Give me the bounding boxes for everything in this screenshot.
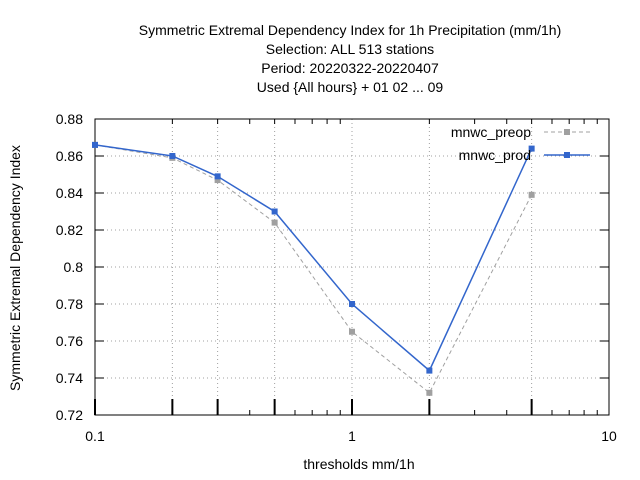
grid [95, 119, 609, 415]
y-tick-label: 0.88 [56, 111, 83, 127]
y-tick-label: 0.74 [56, 370, 83, 386]
legend: mnwc_preop mnwc_prod [451, 124, 590, 163]
title-line: Period: 20220322-20220407 [261, 60, 439, 76]
data-point-mnwc_prod [271, 208, 278, 215]
y-tick-label: 0.78 [56, 296, 83, 312]
y-tick-label: 0.76 [56, 333, 83, 349]
data-point-mnwc_prod [426, 367, 433, 374]
series [92, 141, 535, 396]
y-tick-label: 0.72 [56, 407, 83, 423]
legend-label-mnwc_prod: mnwc_prod [459, 147, 531, 163]
data-point-mnwc_prod [214, 173, 221, 180]
x-axis-label: thresholds mm/1h [303, 456, 414, 472]
series-line-mnwc_preop [94, 144, 533, 394]
x-tick-label: 10 [601, 428, 617, 444]
title-line: Symmetric Extremal Dependency Index for … [139, 22, 562, 38]
data-point-mnwc_prod [92, 141, 98, 148]
y-tick-label: 0.84 [56, 185, 83, 201]
data-point-mnwc_prod [349, 301, 355, 307]
legend-marker-mnwc_preop [564, 129, 570, 135]
y-tick-label: 0.82 [56, 222, 83, 238]
series-line-mnwc_prod [94, 144, 533, 372]
legend-marker-mnwc_prod [564, 152, 570, 158]
legend-label-mnwc_preop: mnwc_preop [451, 124, 531, 140]
data-point-mnwc_preop [528, 191, 535, 198]
y-tick-label: 0.86 [56, 148, 83, 164]
y-tick-label: 0.8 [64, 259, 84, 275]
x-tick-label: 1 [348, 428, 356, 444]
x-tick-label: 0.1 [85, 428, 105, 444]
data-point-mnwc_preop [214, 177, 221, 184]
chart-title: Symmetric Extremal Dependency Index for … [139, 22, 562, 95]
data-point-mnwc_prod [528, 145, 535, 152]
axes: 0.72 0.74 0.76 0.78 0.8 0.82 0.84 0.86 0.88 0.1 1 1… [7, 111, 617, 472]
data-point-mnwc_prod [169, 153, 176, 159]
title-line: Used {All hours} + 01 02 ... 09 [257, 79, 444, 95]
data-point-mnwc_preop [426, 389, 433, 396]
data-point-mnwc_preop [271, 219, 278, 226]
y-axis-label: Symmetric Extremal Dependency Index [7, 145, 23, 391]
data-point-mnwc_preop [349, 328, 355, 335]
title-line: Selection: ALL 513 stations [266, 41, 434, 57]
